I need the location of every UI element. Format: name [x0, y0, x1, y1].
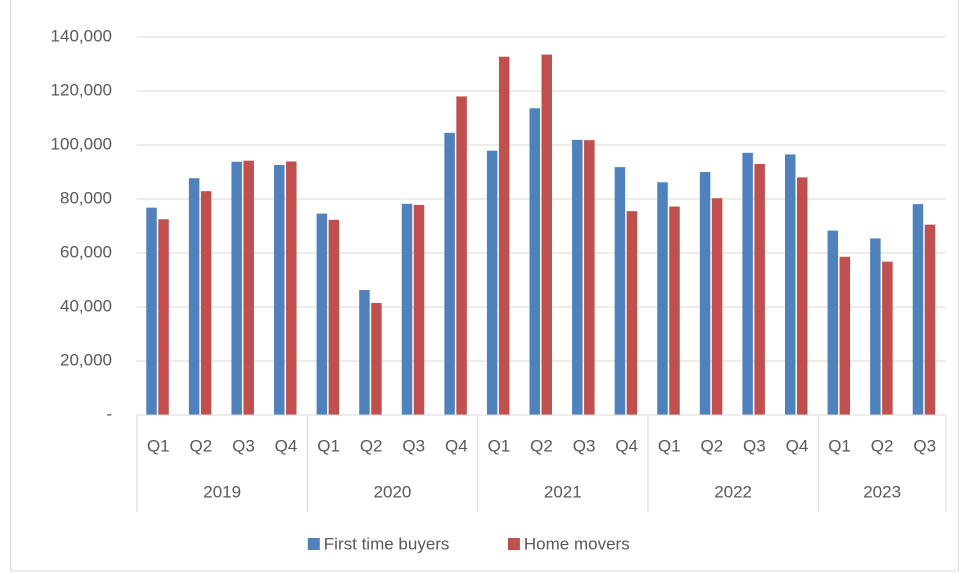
y-tick-label: 20,000: [60, 350, 112, 369]
bar: [912, 204, 924, 415]
bar: [711, 198, 723, 415]
bar: [669, 206, 680, 415]
bar: [699, 172, 711, 415]
bar: [456, 96, 467, 416]
bar: [444, 132, 455, 415]
y-tick-label: 40,000: [60, 296, 112, 315]
chart-border: [10, 0, 959, 572]
bar: [870, 238, 881, 415]
group-label: 2019: [203, 482, 241, 501]
x-tick-label: Q1: [828, 436, 851, 455]
y-tick-label: 60,000: [60, 242, 112, 261]
x-tick-label: Q2: [360, 436, 383, 455]
x-tick-label: Q1: [488, 436, 511, 455]
group-label: 2020: [374, 482, 412, 501]
bar: [657, 182, 668, 415]
bar: [413, 204, 425, 415]
bar: [541, 54, 552, 416]
y-tick-label: 100,000: [51, 134, 112, 153]
bar: [286, 161, 297, 415]
bar: [924, 224, 936, 415]
bar: [882, 261, 893, 415]
bar: [584, 140, 595, 415]
bar: [754, 163, 765, 415]
y-tick-label: 140,000: [51, 26, 112, 45]
bar: [784, 154, 796, 415]
x-tick-label: Q1: [317, 436, 340, 455]
x-tick-label: Q2: [530, 436, 553, 455]
x-tick-label: Q3: [913, 436, 936, 455]
legend-label: First time buyers: [324, 534, 450, 553]
bar: [371, 302, 382, 415]
x-tick-label: Q2: [190, 436, 213, 455]
bar: [158, 219, 169, 415]
bar: [359, 289, 370, 415]
bar: [486, 150, 498, 416]
x-tick-label: Q1: [147, 436, 170, 455]
x-tick-label: Q2: [871, 436, 894, 455]
bar: [827, 230, 839, 415]
x-tick-label: Q3: [402, 436, 425, 455]
bar: [498, 56, 510, 416]
bar: [529, 108, 540, 415]
legend-label: Home movers: [524, 534, 630, 553]
x-tick-label: Q4: [445, 436, 468, 455]
x-tick-label: Q3: [232, 436, 255, 455]
y-tick-label: -: [106, 404, 112, 423]
bar: [626, 211, 638, 415]
x-tick-label: Q3: [573, 436, 596, 455]
bar: [839, 256, 851, 415]
x-tick-label: Q4: [615, 436, 638, 455]
bar: [188, 178, 200, 415]
group-label: 2022: [714, 482, 752, 501]
bar: [200, 191, 212, 415]
legend-swatch: [307, 538, 320, 550]
y-tick-label: 120,000: [51, 80, 112, 99]
bar: [274, 164, 285, 415]
x-tick-label: Q2: [700, 436, 723, 455]
x-tick-label: Q4: [275, 436, 298, 455]
y-tick-label: 80,000: [60, 188, 112, 207]
bar: [231, 161, 242, 415]
bar: [243, 160, 254, 415]
x-tick-label: Q4: [786, 436, 809, 455]
bar: [146, 207, 157, 415]
bar: [796, 177, 808, 415]
group-label: 2021: [544, 482, 582, 501]
bar: [401, 203, 413, 415]
group-label: 2023: [863, 482, 901, 501]
bar: [328, 219, 340, 415]
bar: [316, 213, 328, 415]
x-tick-label: Q3: [743, 436, 766, 455]
legend-swatch: [507, 538, 520, 550]
bar: [742, 152, 753, 415]
x-tick-label: Q1: [658, 436, 681, 455]
bar: [572, 139, 583, 415]
bar: [614, 167, 626, 415]
